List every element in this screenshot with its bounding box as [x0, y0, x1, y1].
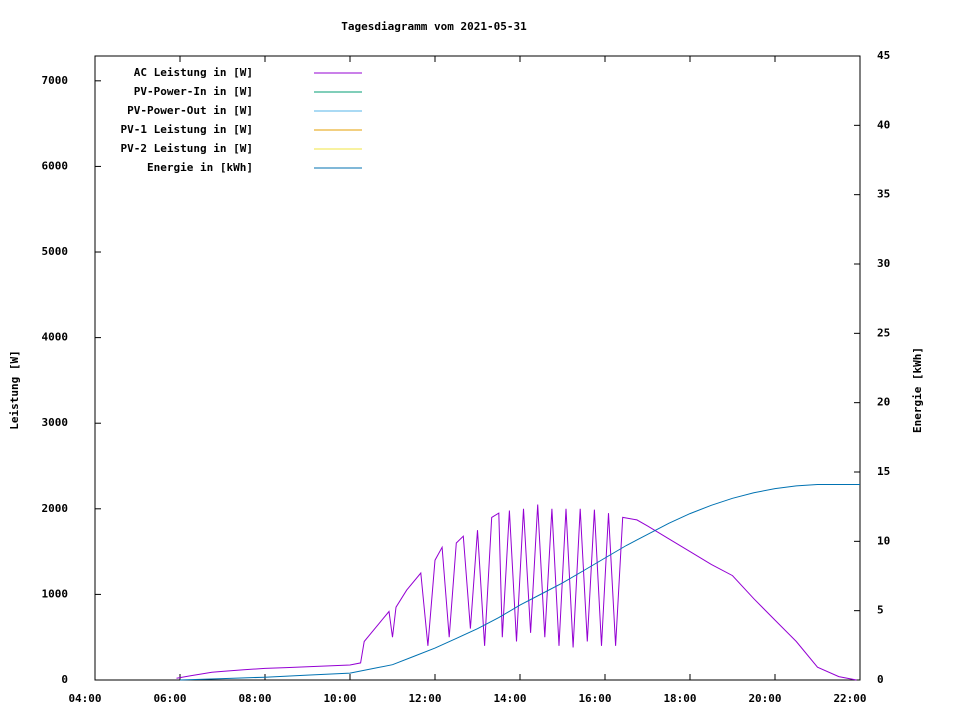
- y2-tick-label: 35: [877, 188, 890, 201]
- y2-tick-label: 10: [877, 534, 890, 547]
- series-line: [176, 504, 857, 681]
- y-tick-label: 3000: [42, 416, 69, 429]
- x-tick-label: 12:00: [408, 692, 441, 705]
- legend-label: PV-1 Leistung in [W]: [121, 123, 253, 136]
- y2-tick-label: 30: [877, 257, 890, 270]
- x-tick-label: 20:00: [748, 692, 781, 705]
- y-tick-label: 4000: [42, 331, 69, 344]
- y-tick-label: 7000: [42, 74, 69, 87]
- chart-title: Tagesdiagramm vom 2021-05-31: [341, 20, 527, 33]
- y2-tick-label: 45: [877, 49, 890, 62]
- x-tick-label: 10:00: [323, 692, 356, 705]
- y-tick-label: 5000: [42, 245, 69, 258]
- y2-tick-label: 0: [877, 673, 884, 686]
- y2-tick-label: 20: [877, 396, 890, 409]
- plot-frame: [94, 55, 861, 681]
- x-tick-label: 16:00: [578, 692, 611, 705]
- y-axis-label: Leistung [W]: [8, 350, 21, 429]
- legend-label: PV-2 Leistung in [W]: [121, 142, 253, 155]
- legend-label: Energie in [kWh]: [147, 161, 253, 174]
- y2-tick-label: 40: [877, 118, 890, 131]
- y-tick-label: 1000: [42, 587, 69, 600]
- series-line: [179, 484, 860, 681]
- y2-tick-label: 5: [877, 604, 884, 617]
- y-tick-label: 0: [61, 673, 68, 686]
- y2-tick-label: 15: [877, 465, 890, 478]
- x-tick-label: 06:00: [153, 692, 186, 705]
- x-tick-label: 08:00: [238, 692, 271, 705]
- x-tick-label: 18:00: [663, 692, 696, 705]
- legend-label: PV-Power-In in [W]: [134, 85, 253, 98]
- y2-tick-label: 25: [877, 326, 890, 339]
- legend-label: AC Leistung in [W]: [134, 66, 253, 79]
- legend-label: PV-Power-Out in [W]: [127, 104, 253, 117]
- x-tick-label: 04:00: [68, 692, 101, 705]
- y2-axis-label: Energie [kWh]: [911, 347, 924, 433]
- x-tick-label: 22:00: [833, 692, 866, 705]
- y-tick-label: 2000: [42, 502, 69, 515]
- y-tick-label: 6000: [42, 159, 69, 172]
- x-tick-label: 14:00: [493, 692, 526, 705]
